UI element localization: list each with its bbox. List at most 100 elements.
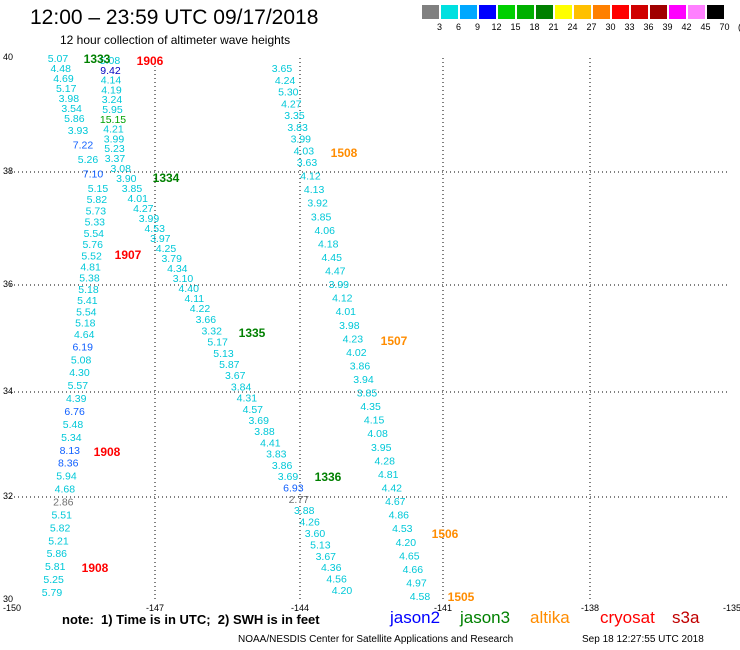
y-tick-label: 34 xyxy=(3,386,13,396)
scale-label: (ft) xyxy=(735,22,740,32)
scale-label: 70 xyxy=(719,22,730,32)
wave-height-value: 5.52 xyxy=(81,250,102,262)
wave-height-value: 3.99 xyxy=(329,279,350,291)
wave-height-value: 4.57 xyxy=(243,404,264,416)
wave-height-value: 3.84 xyxy=(231,381,252,393)
wave-height-value: 3.88 xyxy=(294,505,315,517)
x-tick-label: -150 xyxy=(3,603,21,613)
y-tick-label: 36 xyxy=(3,279,13,289)
wave-height-value: 8.36 xyxy=(58,458,79,470)
wave-height-value: 4.47 xyxy=(325,266,346,278)
wave-height-value: 5.57 xyxy=(68,380,89,392)
wave-height-value: 4.56 xyxy=(326,574,347,586)
wave-height-value: 3.98 xyxy=(339,320,360,332)
wave-height-value: 3.92 xyxy=(307,198,328,210)
scale-label: 18 xyxy=(529,22,540,32)
scale-swatch xyxy=(688,5,705,19)
wave-height-value: 4.45 xyxy=(321,252,342,264)
map-title: 12:00 – 23:59 UTC 09/17/2018 xyxy=(30,6,319,29)
wave-height-value: 3.08 xyxy=(110,163,131,175)
scale-swatch xyxy=(650,5,667,19)
wave-height-value: 4.25 xyxy=(156,243,177,255)
x-tick-label: -144 xyxy=(291,603,309,613)
wave-height-value: 5.26 xyxy=(78,154,99,166)
wave-height-value: 6.76 xyxy=(64,406,85,418)
wave-height-value: 4.31 xyxy=(237,393,258,405)
wave-height-value: 4.22 xyxy=(190,303,211,315)
wave-height-value: 5.79 xyxy=(42,587,63,599)
scale-swatch xyxy=(612,5,629,19)
scale-label: 21 xyxy=(548,22,559,32)
wave-height-value: 4.12 xyxy=(300,171,321,183)
wave-height-value: 4.36 xyxy=(321,562,342,574)
wave-height-value: 3.85 xyxy=(122,183,143,195)
wave-height-value: 3.66 xyxy=(196,314,217,326)
pass-label: 1906 xyxy=(137,54,164,68)
scale-label: 3 xyxy=(436,22,442,32)
wave-height-value: 3.63 xyxy=(297,157,318,169)
scale-swatch xyxy=(631,5,648,19)
wave-height-value: 3.60 xyxy=(305,528,326,540)
wave-height-value: 7.22 xyxy=(73,139,94,151)
wave-height-value: 4.64 xyxy=(74,329,95,341)
wave-height-value: 3.10 xyxy=(173,273,194,285)
wave-height-value: 2.86 xyxy=(53,497,74,509)
scale-swatch xyxy=(574,5,591,19)
scale-label: 24 xyxy=(567,22,578,32)
wave-height-value: 3.37 xyxy=(105,153,126,165)
wave-height-value: 4.66 xyxy=(403,564,424,576)
scale-label: 6 xyxy=(455,22,461,32)
scale-label: 9 xyxy=(474,22,480,32)
wave-height-value: 3.65 xyxy=(272,63,293,75)
wave-height-value: 4.42 xyxy=(382,483,403,495)
wave-height-value: 3.79 xyxy=(161,253,182,265)
wave-height-value: 3.86 xyxy=(350,360,371,372)
scale-swatch xyxy=(517,5,534,19)
wave-height-value: 4.67 xyxy=(385,496,406,508)
wave-height-value: 4.26 xyxy=(299,517,320,529)
wave-height-value: 4.28 xyxy=(374,455,395,467)
wave-height-value: 5.23 xyxy=(104,143,125,155)
wave-height-value: 4.13 xyxy=(304,184,325,196)
wave-height-value: 5.34 xyxy=(61,432,82,444)
wave-height-value: 4.08 xyxy=(367,428,388,440)
wave-height-value: 4.97 xyxy=(406,577,427,589)
wave-height-value: 5.18 xyxy=(75,318,96,330)
wave-height-value: 4.18 xyxy=(318,238,339,250)
wave-height-value: 3.94 xyxy=(353,374,374,386)
wave-height-value: 5.86 xyxy=(47,548,68,560)
wave-height-value: 3.32 xyxy=(201,325,222,337)
wave-height-value: 8.13 xyxy=(60,445,81,457)
legend-jason3: jason3 xyxy=(460,608,511,627)
wave-height-value: 4.20 xyxy=(332,585,353,597)
wave-height-value: 3.88 xyxy=(254,426,275,438)
wave-height-value: 15.15 xyxy=(100,114,126,126)
scale-label: 45 xyxy=(700,22,711,32)
wave-height-value: 5.15 xyxy=(88,183,109,195)
credit-text: NOAA/NESDIS Center for Satellite Applica… xyxy=(238,634,514,645)
wave-height-value: 3.85 xyxy=(357,388,378,400)
wave-height-value: 4.41 xyxy=(260,437,281,449)
wave-height-value: 4.03 xyxy=(294,145,315,157)
scale-label: 39 xyxy=(662,22,673,32)
wave-height-value: 3.97 xyxy=(150,233,171,245)
pass-label: 1506 xyxy=(432,527,459,541)
scale-swatch xyxy=(707,5,724,19)
pass-label: 1507 xyxy=(381,334,408,348)
wave-height-value: 5.41 xyxy=(77,295,98,307)
wave-height-value: 3.83 xyxy=(266,449,287,461)
wave-height-value: 4.20 xyxy=(396,537,417,549)
scale-label: 12 xyxy=(491,22,502,32)
wave-height-value: 4.39 xyxy=(66,393,87,405)
wave-height-value: 5.17 xyxy=(56,83,77,95)
x-tick-label: -141 xyxy=(434,603,452,613)
wave-height-value: 4.24 xyxy=(275,75,296,87)
scale-swatch xyxy=(593,5,610,19)
wave-height-value: 4.48 xyxy=(50,63,71,75)
pass-label: 1335 xyxy=(239,326,266,340)
wave-height-value: 4.81 xyxy=(80,262,101,274)
wave-height-value: 3.67 xyxy=(225,370,246,382)
wave-height-value: 4.53 xyxy=(392,523,413,535)
wave-height-value: 5.54 xyxy=(84,228,105,240)
footer-note: note: 1) Time is in UTC; 2) SWH is in fe… xyxy=(62,612,320,627)
